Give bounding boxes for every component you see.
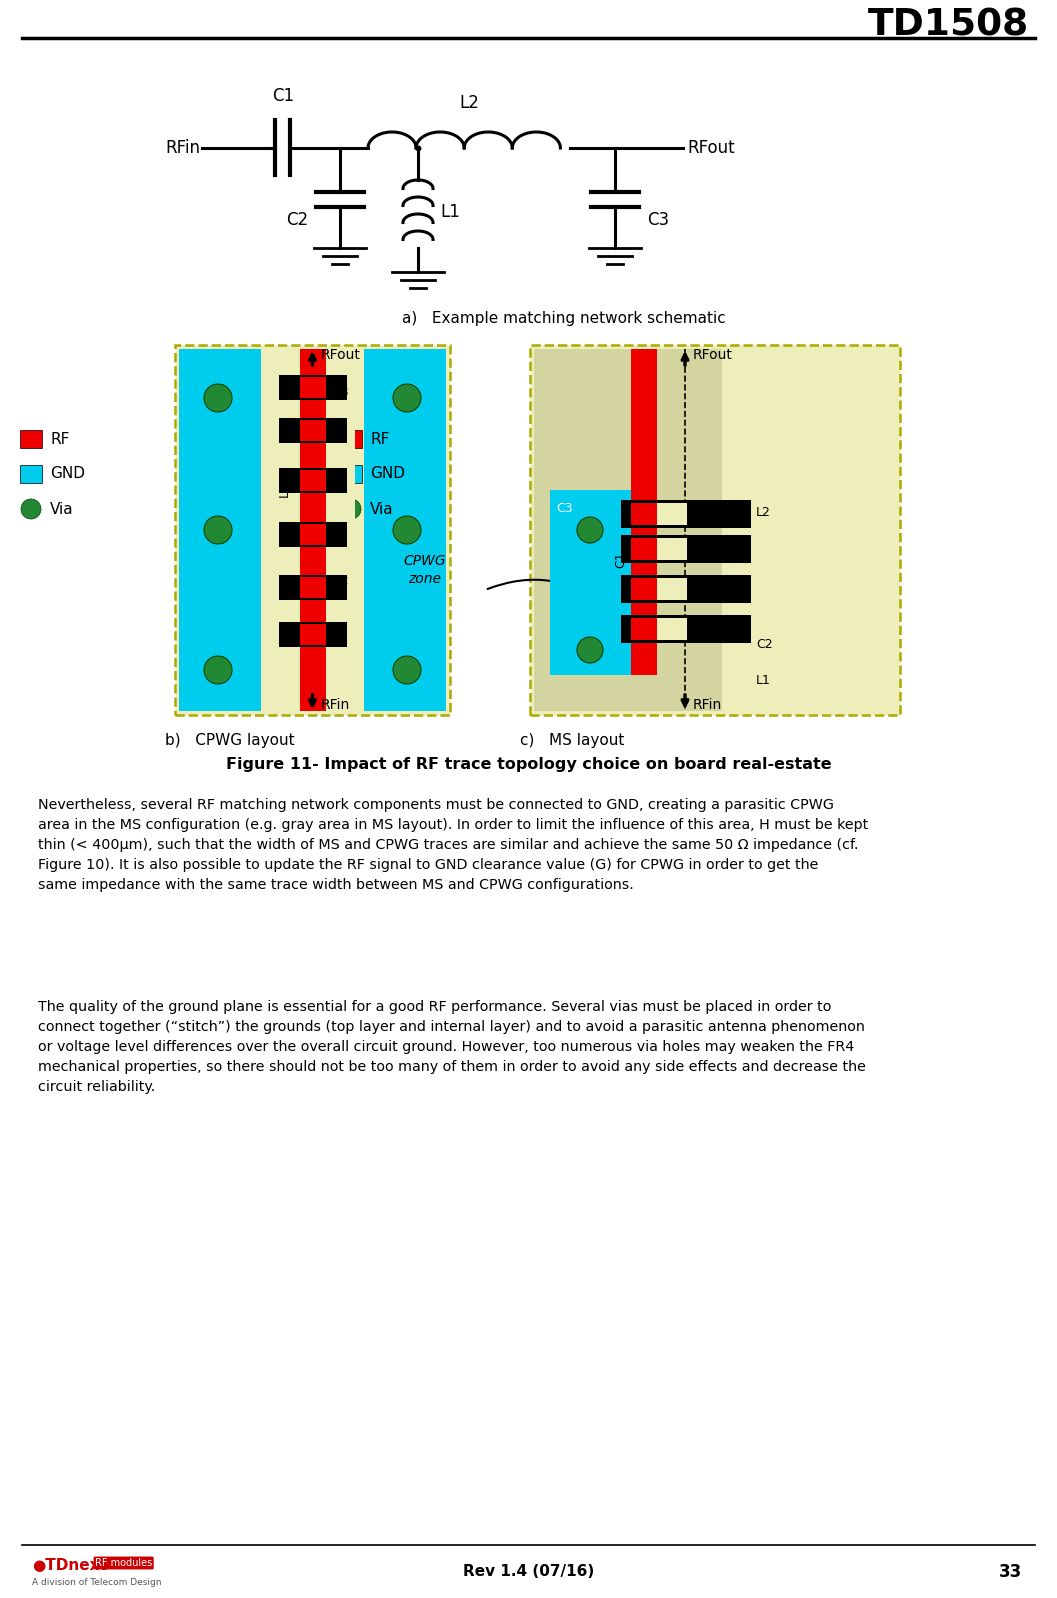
Circle shape bbox=[204, 516, 231, 543]
Text: RFin: RFin bbox=[693, 698, 722, 713]
Bar bbox=[622, 615, 752, 642]
Circle shape bbox=[393, 384, 421, 412]
Bar bbox=[175, 345, 450, 714]
Circle shape bbox=[204, 657, 231, 684]
Text: C2: C2 bbox=[285, 211, 308, 229]
Text: Figure 11- Impact of RF trace topology choice on board real-estate: Figure 11- Impact of RF trace topology c… bbox=[226, 757, 831, 772]
Text: C3: C3 bbox=[647, 211, 669, 229]
Text: C3: C3 bbox=[556, 502, 573, 515]
Text: C2: C2 bbox=[333, 574, 349, 586]
Text: C1: C1 bbox=[278, 630, 291, 646]
Bar bbox=[631, 491, 657, 674]
Text: RF: RF bbox=[50, 431, 70, 446]
Bar bbox=[722, 348, 896, 711]
Bar bbox=[340, 430, 361, 447]
Bar bbox=[278, 376, 347, 400]
Circle shape bbox=[21, 499, 41, 519]
Bar bbox=[534, 348, 722, 711]
Bar bbox=[622, 535, 752, 562]
Bar bbox=[271, 348, 354, 711]
Text: L1: L1 bbox=[756, 673, 771, 687]
Text: C1: C1 bbox=[614, 551, 628, 569]
Bar bbox=[657, 503, 687, 526]
Bar bbox=[299, 623, 326, 646]
Bar bbox=[299, 577, 326, 598]
Bar bbox=[299, 470, 326, 491]
Circle shape bbox=[393, 516, 421, 543]
Text: C3: C3 bbox=[333, 385, 349, 398]
Text: ●TDnext: ●TDnext bbox=[32, 1558, 107, 1572]
Bar bbox=[299, 348, 326, 711]
Circle shape bbox=[204, 384, 231, 412]
Bar bbox=[657, 539, 687, 559]
Circle shape bbox=[577, 518, 602, 543]
Text: RFout: RFout bbox=[320, 348, 360, 363]
Bar bbox=[179, 348, 261, 711]
Bar bbox=[278, 622, 347, 647]
Bar bbox=[631, 539, 657, 559]
Bar bbox=[631, 578, 657, 599]
Text: c)   MS layout: c) MS layout bbox=[520, 732, 625, 748]
Text: CPWG
zone: CPWG zone bbox=[404, 555, 446, 586]
Circle shape bbox=[393, 657, 421, 684]
Text: L2: L2 bbox=[756, 507, 771, 519]
Bar bbox=[278, 419, 347, 443]
Bar bbox=[631, 348, 657, 491]
Bar bbox=[20, 430, 42, 447]
Bar bbox=[299, 420, 326, 441]
Text: 33: 33 bbox=[999, 1563, 1022, 1580]
Text: Via: Via bbox=[370, 502, 393, 516]
Bar bbox=[622, 500, 752, 527]
Text: L1: L1 bbox=[440, 203, 460, 221]
Bar bbox=[657, 578, 687, 599]
Bar bbox=[657, 618, 687, 641]
Bar bbox=[631, 618, 657, 641]
Bar bbox=[278, 523, 347, 547]
Text: C2: C2 bbox=[756, 639, 773, 652]
Bar bbox=[278, 468, 347, 494]
Bar bbox=[631, 503, 657, 526]
Text: L1: L1 bbox=[333, 524, 348, 537]
Text: GND: GND bbox=[370, 467, 405, 481]
Circle shape bbox=[577, 638, 602, 663]
Bar bbox=[340, 465, 361, 483]
Bar bbox=[530, 345, 900, 714]
Text: GND: GND bbox=[50, 467, 85, 481]
Text: RF: RF bbox=[370, 431, 389, 446]
Bar bbox=[364, 348, 446, 711]
Text: Via: Via bbox=[50, 502, 74, 516]
Text: RFout: RFout bbox=[687, 139, 735, 157]
Text: RF modules: RF modules bbox=[95, 1558, 152, 1568]
Text: L2: L2 bbox=[278, 483, 291, 497]
Bar bbox=[299, 377, 326, 398]
Bar bbox=[550, 491, 631, 674]
Text: C1: C1 bbox=[272, 86, 294, 105]
Text: RFout: RFout bbox=[693, 348, 733, 363]
Text: A division of Telecom Design: A division of Telecom Design bbox=[32, 1577, 162, 1587]
Text: TD1508: TD1508 bbox=[868, 8, 1030, 45]
Text: RFin: RFin bbox=[320, 698, 350, 713]
Text: RFin: RFin bbox=[165, 139, 200, 157]
Circle shape bbox=[341, 499, 361, 519]
Text: b)   CPWG layout: b) CPWG layout bbox=[165, 732, 295, 748]
Text: L2: L2 bbox=[459, 94, 479, 112]
Text: The quality of the ground plane is essential for a good RF performance. Several : The quality of the ground plane is essen… bbox=[38, 1000, 866, 1095]
Bar bbox=[278, 575, 347, 599]
Text: Nevertheless, several RF matching network components must be connected to GND, c: Nevertheless, several RF matching networ… bbox=[38, 797, 868, 892]
Bar bbox=[622, 575, 752, 602]
Text: Rev 1.4 (07/16): Rev 1.4 (07/16) bbox=[463, 1564, 594, 1579]
Text: a)   Example matching network schematic: a) Example matching network schematic bbox=[402, 310, 725, 326]
Bar bbox=[20, 465, 42, 483]
Bar bbox=[299, 524, 326, 545]
